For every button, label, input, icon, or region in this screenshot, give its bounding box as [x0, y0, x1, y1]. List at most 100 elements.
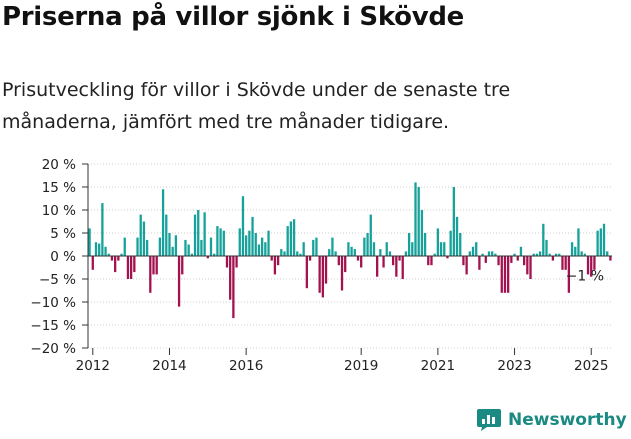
bar — [120, 253, 123, 256]
bar — [360, 256, 363, 268]
bar — [465, 256, 468, 275]
bar — [241, 196, 245, 256]
bar — [478, 256, 481, 270]
bar — [449, 230, 452, 256]
bar — [513, 253, 516, 256]
bar — [219, 228, 222, 256]
bar — [232, 256, 235, 319]
bar — [532, 253, 535, 256]
bar — [136, 237, 139, 256]
bar — [404, 251, 408, 256]
bar — [538, 251, 542, 256]
bar — [245, 235, 248, 256]
bar — [206, 256, 209, 259]
bar — [315, 237, 318, 256]
x-tick-label: 2021 — [421, 358, 455, 370]
bar — [609, 256, 612, 261]
bar — [570, 242, 574, 256]
bar — [193, 214, 197, 256]
bar — [385, 242, 388, 256]
bar — [519, 246, 523, 256]
bar — [366, 233, 369, 256]
bar — [350, 246, 353, 256]
bar — [98, 243, 101, 256]
x-tick-label: 2019 — [344, 358, 378, 370]
bar — [200, 239, 203, 256]
bar — [545, 239, 548, 256]
bar — [558, 253, 561, 256]
bar — [344, 256, 347, 273]
bar — [129, 256, 133, 279]
bar — [542, 223, 545, 256]
bar — [117, 256, 120, 261]
bar — [420, 210, 424, 256]
bar — [484, 256, 487, 263]
x-tick-label: 2012 — [76, 358, 110, 370]
bar — [554, 253, 558, 256]
bar — [567, 256, 571, 293]
bar-chart: 20 %15 %10 %5 %0 %−5 %−10 %−15 %−20 %201… — [30, 157, 612, 370]
bar — [110, 256, 114, 261]
bar — [283, 251, 286, 256]
bar — [324, 256, 328, 284]
bar — [312, 239, 315, 256]
bar — [264, 242, 267, 256]
bar — [522, 256, 526, 266]
bar — [114, 256, 117, 273]
bar — [395, 256, 398, 277]
y-tick-label: −15 % — [30, 318, 76, 334]
bar — [334, 251, 337, 256]
newsworthy-logo-icon — [477, 409, 501, 431]
bar — [94, 242, 98, 256]
bar — [417, 187, 420, 256]
bar — [168, 233, 171, 256]
bar — [459, 233, 462, 256]
bar — [101, 203, 104, 256]
bar — [328, 249, 331, 256]
bar — [337, 256, 340, 266]
bar — [388, 251, 392, 256]
bar — [107, 253, 110, 256]
bar — [142, 221, 146, 256]
bar — [123, 237, 126, 256]
bar — [580, 251, 583, 256]
bar — [158, 237, 162, 256]
bar — [561, 256, 564, 270]
bar — [430, 256, 433, 266]
bar — [181, 256, 184, 275]
bar — [225, 256, 229, 268]
bar — [251, 216, 254, 256]
bars — [88, 182, 612, 319]
bar — [363, 237, 366, 256]
bar — [590, 256, 593, 277]
bar — [229, 256, 232, 300]
bar — [564, 256, 567, 270]
y-tick-label: −20 % — [30, 341, 76, 357]
bar — [353, 249, 356, 256]
bar — [487, 251, 491, 256]
x-tick-label: 2025 — [574, 358, 608, 370]
bar — [606, 251, 609, 256]
bar — [273, 256, 277, 275]
bar — [133, 256, 136, 273]
bar — [276, 256, 280, 266]
bar — [548, 253, 551, 256]
bar — [427, 256, 430, 266]
bar — [347, 242, 350, 256]
bar — [455, 216, 459, 256]
bar — [216, 226, 219, 256]
bar — [407, 233, 411, 256]
bar — [88, 228, 91, 256]
newsworthy-logo: Newsworthy — [476, 408, 627, 432]
bar — [356, 256, 360, 261]
bar — [331, 237, 334, 256]
bar — [391, 256, 395, 266]
gridlines — [88, 163, 612, 349]
x-tick-label: 2014 — [152, 358, 186, 370]
bar — [411, 242, 414, 256]
bar — [187, 244, 190, 256]
bar — [197, 210, 200, 256]
bar — [574, 246, 577, 256]
y-tick-label: 5 % — [50, 226, 76, 242]
bar — [171, 246, 174, 256]
